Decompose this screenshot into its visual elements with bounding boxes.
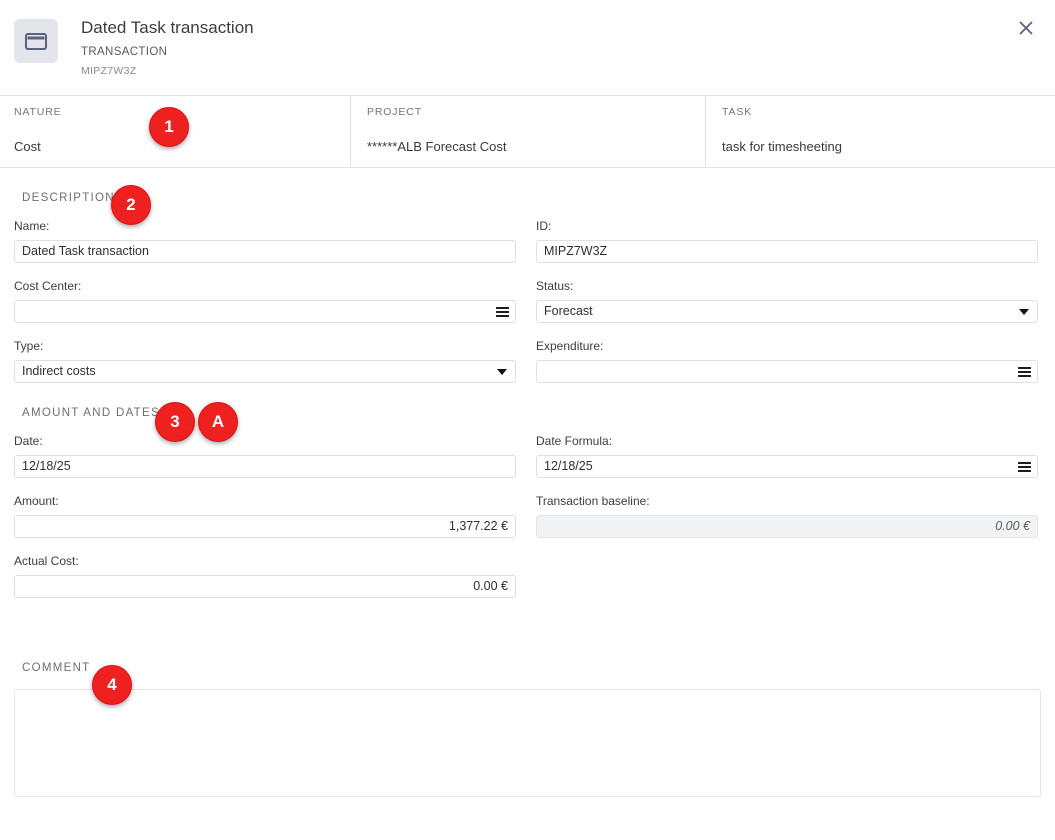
field-date: Date: 12/18/25 — [14, 434, 516, 478]
field-label-expenditure: Expenditure: — [536, 339, 604, 353]
amount-left-column: Date: 12/18/25 Amount: 1,377.22 € Actual… — [14, 434, 516, 598]
actual-cost-input[interactable]: 0.00 € — [14, 575, 516, 598]
summary-value-task: task for timesheeting — [722, 139, 842, 154]
transaction-baseline-input: 0.00 € — [536, 515, 1038, 538]
field-name: Name: Dated Task transaction — [14, 219, 516, 263]
summary-label-nature: NATURE — [14, 106, 62, 118]
annotation-badge-1: 1 — [149, 107, 189, 147]
section-title-comment: COMMENT — [22, 662, 91, 674]
credit-card-icon — [14, 19, 58, 63]
list-icon[interactable] — [1011, 456, 1037, 477]
summary-cell-nature: NATURE Cost — [0, 96, 350, 167]
annotation-badge-a: A — [198, 402, 238, 442]
summary-value-nature: Cost — [14, 139, 41, 154]
summary-value-project: ******ALB Forecast Cost — [367, 139, 507, 154]
field-transaction-baseline: Transaction baseline: 0.00 € — [536, 494, 1038, 538]
field-label-cost-center: Cost Center: — [14, 279, 82, 293]
date-formula-input[interactable]: 12/18/25 — [536, 455, 1038, 478]
page-title: Dated Task transaction — [81, 18, 254, 37]
date-formula-input-value: 12/18/25 — [544, 459, 593, 473]
date-input[interactable]: 12/18/25 — [14, 455, 516, 478]
dialog-body: DESCRIPTION Name: Dated Task transaction… — [0, 191, 1055, 797]
description-grid: Name: Dated Task transaction Cost Center… — [14, 219, 1041, 383]
summary-cell-task: TASK task for timesheeting — [705, 96, 1055, 167]
header-text-block: Dated Task transaction TRANSACTION MIPZ7… — [81, 16, 254, 78]
status-select[interactable]: Forecast — [536, 300, 1038, 323]
field-label-actual-cost: Actual Cost: — [14, 554, 79, 568]
name-input-value: Dated Task transaction — [22, 244, 149, 258]
field-label-date: Date: — [14, 434, 43, 448]
summary-label-task: TASK — [722, 106, 753, 118]
field-label-amount: Amount: — [14, 494, 59, 508]
transaction-baseline-value: 0.00 € — [995, 519, 1030, 533]
type-select-value: Indirect costs — [22, 364, 96, 378]
id-input-value: MIPZ7W3Z — [544, 244, 608, 258]
description-right-column: ID: MIPZ7W3Z Status: Forecast Expenditur… — [536, 219, 1038, 383]
field-label-status: Status: — [536, 279, 574, 293]
record-id-label: MIPZ7W3Z — [81, 65, 137, 77]
summary-cell-project: PROJECT ******ALB Forecast Cost — [350, 96, 705, 167]
amount-and-dates-grid: Date: 12/18/25 Amount: 1,377.22 € Actual… — [14, 434, 1041, 598]
chevron-down-icon[interactable] — [1011, 301, 1037, 322]
description-left-column: Name: Dated Task transaction Cost Center… — [14, 219, 516, 383]
field-label-type: Type: — [14, 339, 44, 353]
annotation-badge-4: 4 — [92, 665, 132, 705]
amount-input[interactable]: 1,377.22 € — [14, 515, 516, 538]
field-label-id: ID: — [536, 219, 552, 233]
expenditure-input[interactable] — [536, 360, 1038, 383]
record-summary-bar: NATURE Cost PROJECT ******ALB Forecast C… — [0, 95, 1055, 168]
field-cost-center: Cost Center: — [14, 279, 516, 323]
dialog-header: Dated Task transaction TRANSACTION MIPZ7… — [0, 0, 1055, 95]
record-type-label: TRANSACTION — [81, 46, 168, 58]
close-icon[interactable] — [1011, 13, 1041, 43]
summary-label-project: PROJECT — [367, 106, 422, 118]
actual-cost-input-value: 0.00 € — [473, 579, 508, 593]
annotation-badge-3: 3 — [155, 402, 195, 442]
list-icon[interactable] — [1011, 361, 1037, 382]
field-amount: Amount: 1,377.22 € — [14, 494, 516, 538]
comment-textarea[interactable] — [14, 689, 1041, 797]
field-type: Type: Indirect costs — [14, 339, 516, 383]
amount-input-value: 1,377.22 € — [448, 519, 508, 533]
section-title-amount-and-dates: AMOUNT AND DATES — [22, 407, 160, 419]
id-input[interactable]: MIPZ7W3Z — [536, 240, 1038, 263]
field-date-formula: Date Formula: 12/18/25 — [536, 434, 1038, 478]
field-actual-cost: Actual Cost: 0.00 € — [14, 554, 516, 598]
type-select[interactable]: Indirect costs — [14, 360, 516, 383]
cost-center-input[interactable] — [14, 300, 516, 323]
amount-right-column: Date Formula: 12/18/25 Transaction basel… — [536, 434, 1038, 598]
date-input-value: 12/18/25 — [22, 459, 71, 473]
section-title-description: DESCRIPTION — [22, 192, 115, 204]
field-label-name: Name: — [14, 219, 50, 233]
status-select-value: Forecast — [544, 304, 593, 318]
field-label-date-formula: Date Formula: — [536, 434, 613, 448]
field-id: ID: MIPZ7W3Z — [536, 219, 1038, 263]
name-input[interactable]: Dated Task transaction — [14, 240, 516, 263]
field-status: Status: Forecast — [536, 279, 1038, 323]
annotation-badge-2: 2 — [111, 185, 151, 225]
field-label-transaction-baseline: Transaction baseline: — [536, 494, 650, 508]
list-icon[interactable] — [489, 301, 515, 322]
chevron-down-icon[interactable] — [489, 361, 515, 382]
field-expenditure: Expenditure: — [536, 339, 1038, 383]
